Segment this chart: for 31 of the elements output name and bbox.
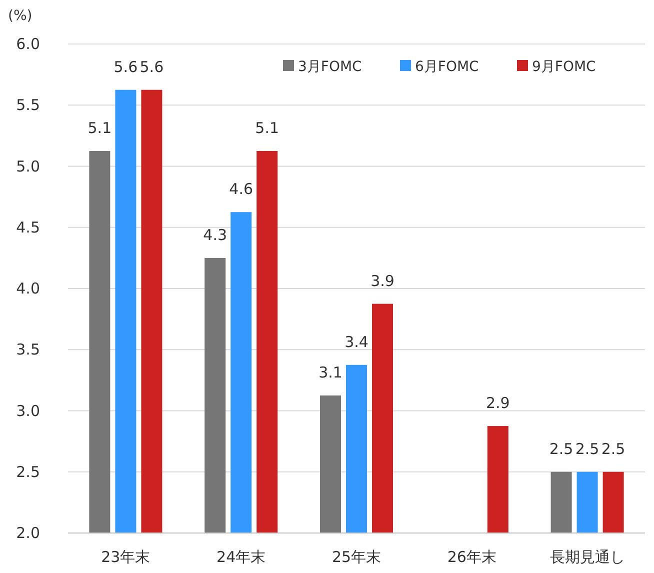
data-label: 3.9: [370, 272, 394, 290]
y-tick-label: 3.0: [16, 402, 40, 420]
x-tick-label: 24年末: [216, 548, 266, 566]
data-label: 3.1: [318, 363, 342, 382]
legend-label: 6月FOMC: [415, 59, 480, 75]
x-tick-label: 25年末: [332, 548, 382, 566]
data-label: 5.1: [88, 118, 112, 137]
data-label: 4.3: [203, 226, 228, 244]
y-tick-label: 6.0: [16, 35, 40, 53]
data-label: 3.4: [344, 332, 368, 351]
data-label: 2.5: [549, 440, 574, 458]
data-label: 2.9: [486, 394, 510, 412]
data-label: 4.6: [229, 180, 254, 198]
data-label: 5.6: [114, 58, 138, 76]
data-label: 2.5: [601, 440, 626, 458]
y-tick-label: 5.0: [16, 157, 40, 176]
legend-label: 9月FOMC: [532, 59, 596, 75]
data-label: 5.1: [255, 118, 280, 137]
y-tick-label: 4.0: [16, 280, 40, 298]
legend-label: 3月FOMC: [298, 59, 362, 75]
x-tick-label: 26年末: [447, 548, 496, 566]
y-tick-label: 2.0: [16, 524, 40, 542]
data-label: 5.6: [140, 58, 164, 76]
y-tick-label: 4.5: [16, 218, 40, 236]
data-label: 2.5: [575, 440, 600, 458]
x-tick-label: 23年末: [101, 548, 150, 566]
x-tick-label: 長期見通し: [550, 548, 625, 566]
y-tick-label: 5.5: [16, 96, 40, 114]
y-tick-label: 2.5: [16, 462, 40, 481]
y-axis-title: (%): [8, 8, 32, 24]
y-tick-label: 3.5: [16, 340, 40, 359]
